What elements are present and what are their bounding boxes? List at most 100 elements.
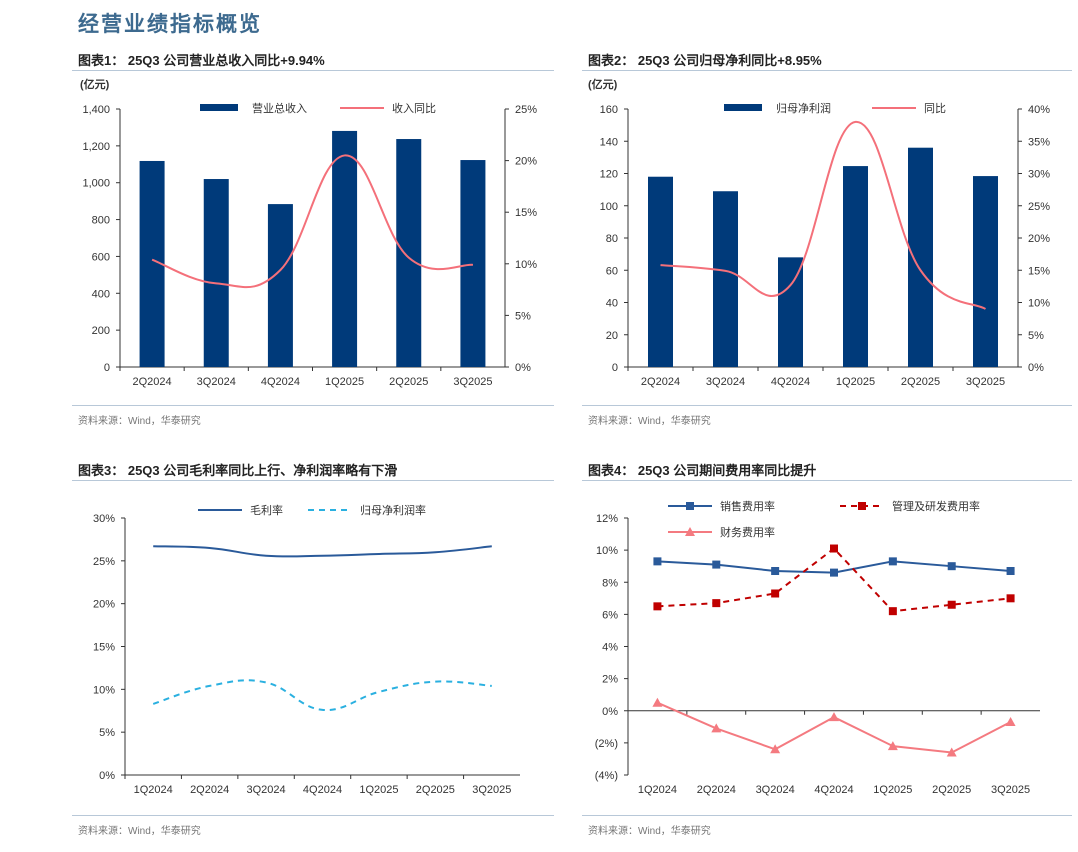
y-tick-label: 1,000 [82,178,110,190]
x-tick-label: 3Q2025 [453,376,492,388]
series-line-1 [657,547,1011,613]
y-tick-label: (4%) [595,770,618,782]
y-tick-label: 1,200 [82,141,110,153]
bar-3Q2024 [203,179,229,367]
y-tick-label: 10% [93,684,115,696]
x-tick-label: 3Q2024 [197,376,236,388]
x-tick-label: 1Q2025 [873,784,912,796]
y-tick-label: 2% [602,674,618,686]
data-point-marker [652,697,663,707]
data-point-marker [1005,716,1016,726]
x-tick-label: 3Q2024 [756,784,795,796]
y-tick-label: 140 [600,136,618,148]
bar-1Q2025 [843,166,868,367]
series-line-1 [660,120,987,310]
bar-4Q2024 [267,204,293,367]
bar-2Q2025 [908,147,933,367]
y-tick-label: 1,400 [82,104,110,116]
chart3-source-rule [72,815,554,816]
bar-2Q2025 [396,139,422,367]
data-point-marker [712,599,721,608]
y2-tick-label: 25% [1028,201,1050,213]
x-tick-label: 3Q2025 [472,784,511,796]
x-tick-label: 4Q2024 [814,784,853,796]
y-tick-label: 0 [612,362,618,374]
data-point-marker [770,744,781,754]
x-tick-label: 2Q2025 [389,376,428,388]
x-tick-label: 1Q2024 [134,784,173,796]
y-tick-label: 80 [606,233,618,245]
chart4-source-rule [582,815,1072,816]
chart1-title: 图表1： 25Q3 公司营业总收入同比+9.94% [78,53,325,68]
legend-marker [685,527,695,536]
chart2-source: 资料来源：Wind，华泰研究 [588,416,711,427]
x-tick-label: 3Q2024 [706,376,745,388]
y-tick-label: 800 [92,215,110,227]
y-tick-label: 600 [92,251,110,263]
y2-tick-label: 30% [1028,169,1050,181]
legend-label: 管理及研发费用率 [892,499,980,513]
legend-label: 归母净利润 [776,101,831,115]
y-tick-label: 8% [602,577,618,589]
x-tick-label: 1Q2025 [325,376,364,388]
y2-tick-label: 20% [1028,233,1050,245]
chart2-source-rule [582,405,1072,406]
y-tick-label: 60 [606,265,618,277]
y-tick-label: 5% [99,727,115,739]
legend-swatch [724,104,762,111]
y-tick-label: (2%) [595,738,618,750]
y-tick-label: 25% [93,556,115,568]
series-line-0 [153,545,492,558]
x-tick-label: 1Q2025 [359,784,398,796]
data-point-marker [712,560,721,569]
y-tick-label: 0% [99,770,115,782]
x-tick-label: 1Q2025 [836,376,875,388]
bar-2Q2024 [648,176,673,367]
data-point-marker [771,567,780,576]
y2-tick-label: 0% [1028,362,1044,374]
bar-4Q2024 [778,257,803,367]
chart1-title-rule [72,70,554,71]
bar-3Q2025 [460,160,486,367]
chart1-source: 资料来源：Wind，华泰研究 [78,416,201,427]
chart2-title: 图表2： 25Q3 公司归母净利同比+8.95% [588,53,822,68]
data-point-marker [888,607,897,616]
x-tick-label: 3Q2025 [966,376,1005,388]
x-tick-label: 2Q2025 [932,784,971,796]
data-point-marker [653,557,662,566]
x-tick-label: 2Q2024 [190,784,229,796]
legend-label: 收入同比 [392,101,436,115]
data-point-marker [1006,567,1015,576]
y2-tick-label: 5% [1028,330,1044,342]
legend-marker [686,502,694,510]
bar-1Q2025 [332,130,358,367]
y-unit-label: (亿元) [80,77,110,91]
x-tick-label: 2Q2024 [697,784,736,796]
legend-marker [858,502,866,510]
y-tick-label: 0 [104,362,110,374]
y-tick-label: 120 [600,169,618,181]
data-point-marker [771,589,780,598]
data-point-marker [1006,594,1015,603]
chart4-source: 资料来源：Wind，华泰研究 [588,826,711,837]
y-tick-label: 6% [602,609,618,621]
legend-label: 财务费用率 [720,525,775,539]
data-point-marker [888,557,897,566]
chart1-source-rule [72,405,554,406]
legend-label: 归母净利润率 [360,503,426,517]
y-tick-label: 20 [606,330,618,342]
data-point-marker [830,568,838,577]
y-tick-label: 10% [596,545,618,557]
page-title: 经营业绩指标概览 [78,13,262,36]
chart3-source: 资料来源：Wind，华泰研究 [78,826,201,837]
x-tick-label: 3Q2025 [991,784,1030,796]
series-line-2 [657,701,1012,754]
x-tick-label: 1Q2024 [638,784,677,796]
data-point-marker [830,544,838,553]
data-point-marker [887,741,898,751]
y2-tick-label: 40% [1028,104,1050,116]
x-tick-label: 2Q2024 [133,376,172,388]
y-tick-label: 200 [92,325,110,337]
chart4-title: 图表4： 25Q3 公司期间费用率同比提升 [588,463,817,478]
